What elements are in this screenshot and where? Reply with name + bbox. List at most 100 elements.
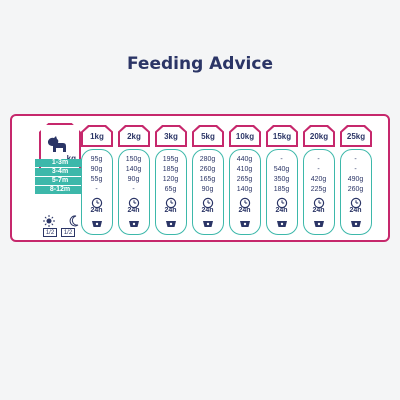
weight-column-5kg: 5kg 280g 260g 165g 90g 24h [192,125,224,235]
bowl-icon [239,215,251,233]
clock-icon [313,196,325,214]
clock-icon [128,196,140,214]
bowl-icon [91,215,103,233]
clock-icon [276,196,288,214]
weight-tag: 15kg [266,125,298,147]
weight-tag: 5kg [192,125,224,147]
amount-value: - [132,186,135,193]
weight-label: 5kg [194,127,222,145]
duration-label: 24h [201,207,214,214]
amount-value: 185g [162,166,179,173]
weight-amounts: 195g 185g 120g 65g 24h [155,149,187,235]
day-fraction: 1/2 [43,228,57,237]
meals-split: 1/2 1/2 [35,215,85,241]
amount-value: 410g [236,166,253,173]
clock-icon [91,196,103,214]
amount-value: 195g [162,156,179,163]
weight-amounts: 280g 260g 165g 90g 24h [192,149,224,235]
weight-column-1kg: 1kg 95g 90g 55g - 24h [81,125,113,235]
weight-amounts: - - 420g 225g 24h [303,149,335,235]
age-label-2: 3-4m [35,168,85,176]
weight-amounts: 95g 90g 55g - 24h [81,149,113,235]
bowl-icon [165,215,177,233]
weight-amounts: 150g 140g 90g - 24h [118,149,150,235]
clock-icon [202,196,214,214]
amount-value: - [280,156,283,163]
duration-label: 24h [238,207,251,214]
amount-value: - [317,156,320,163]
weight-label: 15kg [268,127,296,145]
weight-tag: 20kg [303,125,335,147]
clock-icon [239,196,251,214]
amount-value: 265g [236,176,253,183]
duration-label: 24h [164,207,177,214]
amount-value: 490g [347,176,364,183]
bowl-icon [276,215,288,233]
sun-icon [43,215,55,227]
weight-tag: 10kg [229,125,261,147]
weight-label: 2kg [120,127,148,145]
bowl-icon [202,215,214,233]
duration-label: 24h [349,207,362,214]
amount-value: - [95,186,98,193]
clock-icon [350,196,362,214]
duration-label: 24h [312,207,325,214]
weight-label: 3kg [157,127,185,145]
unit-label: kg [67,154,76,163]
amount-value: 90g [127,176,140,183]
moon-icon [69,215,79,227]
amount-value: - [354,166,357,173]
weight-label: 25kg [342,127,370,145]
weight-column-20kg: 20kg - - 420g 225g 24h [303,125,335,235]
weight-tag: 25kg [340,125,372,147]
dog-icon [48,136,66,152]
amount-value: 540g [273,166,290,173]
amount-value: 140g [236,186,253,193]
weight-label: 1kg [83,127,111,145]
bowl-icon [128,215,140,233]
amount-value: 165g [199,176,216,183]
feeding-table-panel: kg 1-3m 3-4m 5-7m 8-12m 1/2 1/2 1kg 95g 90… [10,114,390,242]
age-label-3: 5-7m [35,177,85,185]
weight-amounts: 440g 410g 265g 140g 24h [229,149,261,235]
weight-label: 20kg [305,127,333,145]
amount-value: 140g [125,166,142,173]
weight-tag: 2kg [118,125,150,147]
weight-tag: 3kg [155,125,187,147]
weight-column-2kg: 2kg 150g 140g 90g - 24h [118,125,150,235]
amount-value: - [354,156,357,163]
duration-label: 24h [127,207,140,214]
amount-value: 420g [310,176,327,183]
amount-value: 150g [125,156,142,163]
amount-value: 350g [273,176,290,183]
amount-value: 225g [310,186,327,193]
duration-label: 24h [90,207,103,214]
amount-value: 90g [90,166,103,173]
weight-column-3kg: 3kg 195g 185g 120g 65g 24h [155,125,187,235]
page-title: Feeding Advice [126,54,273,74]
weight-tag: 1kg [81,125,113,147]
duration-label: 24h [275,207,288,214]
bowl-icon [350,215,362,233]
bowl-icon [313,215,325,233]
clock-icon [165,196,177,214]
weight-label: 10kg [231,127,259,145]
weight-amounts: - - 490g 260g 24h [340,149,372,235]
weight-column-25kg: 25kg - - 490g 260g 24h [340,125,372,235]
amount-value: 95g [90,156,103,163]
amount-value: 120g [162,176,179,183]
age-label-4: 8-12m [35,186,85,194]
amount-value: 55g [90,176,103,183]
weight-column-15kg: 15kg - 540g 350g 185g 24h [266,125,298,235]
night-fraction: 1/2 [61,228,75,237]
amount-value: - [317,166,320,173]
age-label-1: 1-3m [35,159,85,167]
amount-value: 260g [347,186,364,193]
amount-value: 280g [199,156,216,163]
amount-value: 440g [236,156,253,163]
amount-value: 260g [199,166,216,173]
weight-column-10kg: 10kg 440g 410g 265g 140g 24h [229,125,261,235]
amount-value: 90g [201,186,214,193]
amount-value: 65g [164,186,177,193]
amount-value: 185g [273,186,290,193]
